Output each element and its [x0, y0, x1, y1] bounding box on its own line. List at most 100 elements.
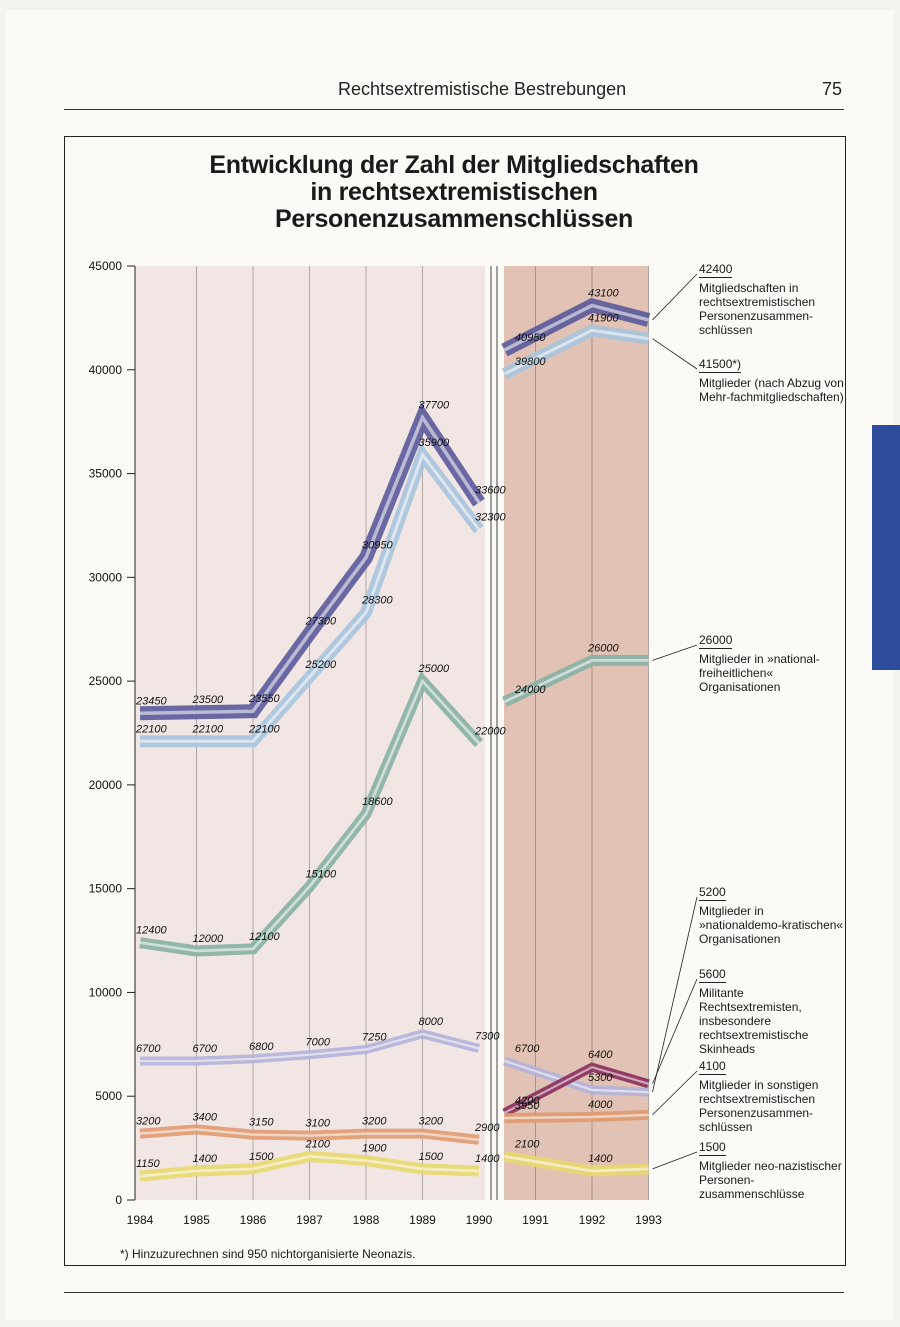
legend-text: Mitglieder in »nationaldemo-kratischen« …: [699, 904, 844, 946]
legend-connector: [652, 1151, 698, 1170]
legend-text: Mitglieder neo-nazistischer Personen-zus…: [699, 1159, 842, 1201]
y-tick-label: 10000: [89, 985, 123, 999]
data-label: 18600: [362, 796, 393, 808]
legend-connector: [652, 1070, 698, 1116]
legend-entry: 1500 Mitglieder neo-nazistischer Personen…: [699, 1140, 849, 1201]
data-label: 7300: [475, 1030, 500, 1042]
legend-entry: 5200 Mitglieder in »nationaldemo-kratisch…: [699, 885, 849, 946]
data-label: 2900: [474, 1122, 500, 1134]
legend-text: Mitglieder in »national-freiheitlichen« …: [699, 652, 820, 694]
data-label: 2100: [514, 1138, 540, 1150]
data-label: 7000: [306, 1037, 331, 1049]
x-tick-label: 1992: [579, 1213, 606, 1227]
data-label: 32300: [475, 512, 506, 524]
y-tick-label: 35000: [89, 467, 123, 481]
series-highlight: [503, 658, 649, 704]
data-label: 12100: [249, 931, 280, 943]
series-highlight: [503, 1065, 649, 1114]
data-label: 41900: [588, 312, 619, 324]
data-label: 15100: [306, 869, 337, 881]
series-highlight: [139, 1128, 480, 1142]
series-highlight: [140, 1032, 480, 1063]
legend-entry: 4100 Mitglieder in sonstigen rechtsextrem…: [699, 1059, 849, 1134]
chart-title-line-1: Entwicklung der Zahl der Mitgliedschafte…: [209, 151, 699, 179]
data-label: 3200: [419, 1116, 444, 1128]
series-highlight: [139, 678, 481, 953]
footnote: *) Hinzuzurechnen sind 950 nichtorganisi…: [120, 1247, 416, 1261]
legend-entry: 5600 Militante Rechtsextremisten, insbeso…: [699, 967, 849, 1056]
data-label: 22100: [192, 723, 224, 735]
legend-text: Mitglieder in sonstigen rechtsextremisti…: [699, 1078, 819, 1134]
data-label: 3400: [193, 1111, 218, 1123]
series-highlight: [504, 1059, 649, 1094]
y-tick-label: 30000: [89, 570, 123, 584]
legend-value: 5600: [699, 967, 726, 983]
chart-title: Entwicklung der Zahl der Mitgliedschafte…: [64, 152, 844, 233]
x-tick-label: 1984: [127, 1213, 154, 1227]
data-label: 2100: [305, 1138, 331, 1150]
y-tick-label: 15000: [89, 882, 123, 896]
data-label: 37700: [419, 400, 450, 412]
y-tick-label: 5000: [95, 1089, 122, 1103]
side-tab-marker: [872, 425, 900, 670]
series-highlight: [139, 1155, 480, 1178]
y-tick-label: 40000: [89, 363, 123, 377]
legend-connector: [652, 644, 698, 661]
data-label: 22100: [135, 723, 167, 735]
data-label: 28300: [361, 595, 393, 607]
running-head: Rechtsextremistische Bestrebungen 75: [64, 77, 844, 110]
x-tick-label: 1988: [353, 1213, 380, 1227]
series-highlight: [503, 303, 649, 352]
data-label: 1500: [419, 1151, 444, 1163]
legend-connector: [652, 978, 698, 1084]
data-label: 1900: [362, 1143, 387, 1155]
plot-background-post-1990: [504, 266, 649, 1200]
data-label: 1400: [193, 1153, 218, 1165]
data-label: 6400: [588, 1049, 613, 1061]
legend-connector: [652, 273, 698, 321]
data-label: 3950: [515, 1100, 540, 1112]
data-label: 27300: [305, 615, 337, 627]
data-label: 3200: [136, 1116, 161, 1128]
data-label: 6800: [249, 1041, 274, 1053]
data-label: 22000: [474, 725, 506, 737]
data-label: 25000: [418, 663, 450, 675]
y-tick-label: 20000: [89, 778, 123, 792]
data-label: 8000: [419, 1016, 444, 1028]
x-tick-label: 1986: [240, 1213, 267, 1227]
data-label: 12000: [193, 933, 224, 945]
legend-value: 5200: [699, 885, 726, 901]
legend-connector: [652, 338, 698, 370]
data-label: 12400: [136, 925, 167, 937]
data-label: 39800: [515, 356, 546, 368]
y-tick-label: 0: [115, 1193, 122, 1207]
data-label: 1400: [475, 1153, 500, 1165]
x-tick-label: 1991: [522, 1213, 549, 1227]
chart-frame: [64, 136, 846, 1266]
data-label: 6700: [515, 1043, 540, 1055]
data-label: 4000: [588, 1099, 613, 1111]
data-label: 23450: [135, 695, 167, 707]
data-label: 1500: [249, 1151, 274, 1163]
data-label: 4200: [515, 1095, 540, 1107]
legend-value: 26000: [699, 633, 733, 649]
x-tick-label: 1993: [635, 1213, 662, 1227]
legend-text: Mitglieder (nach Abzug von Mehr-fachmitg…: [699, 376, 844, 404]
legend-value: 42400: [699, 262, 733, 278]
data-label: 23550: [248, 693, 280, 705]
data-label: 5300: [588, 1072, 613, 1084]
data-label: 24000: [514, 684, 546, 696]
data-label: 35900: [419, 437, 450, 449]
data-label: 3200: [362, 1116, 387, 1128]
data-label: 30950: [362, 540, 393, 552]
legend-entry: 42400 Mitgliedschaften in rechtsextremist…: [699, 262, 849, 337]
legend-text: Militante Rechtsextremisten, insbesonder…: [699, 986, 809, 1056]
x-tick-label: 1990: [466, 1213, 493, 1227]
data-label: 40950: [515, 332, 546, 344]
chart-title-line-3: Personenzusammenschlüssen: [275, 205, 633, 233]
legend-value: 1500: [699, 1140, 726, 1156]
x-tick-label: 1989: [409, 1213, 436, 1227]
data-label: 6700: [193, 1043, 218, 1055]
x-tick-label: 1987: [296, 1213, 323, 1227]
page-number: 75: [821, 79, 842, 99]
